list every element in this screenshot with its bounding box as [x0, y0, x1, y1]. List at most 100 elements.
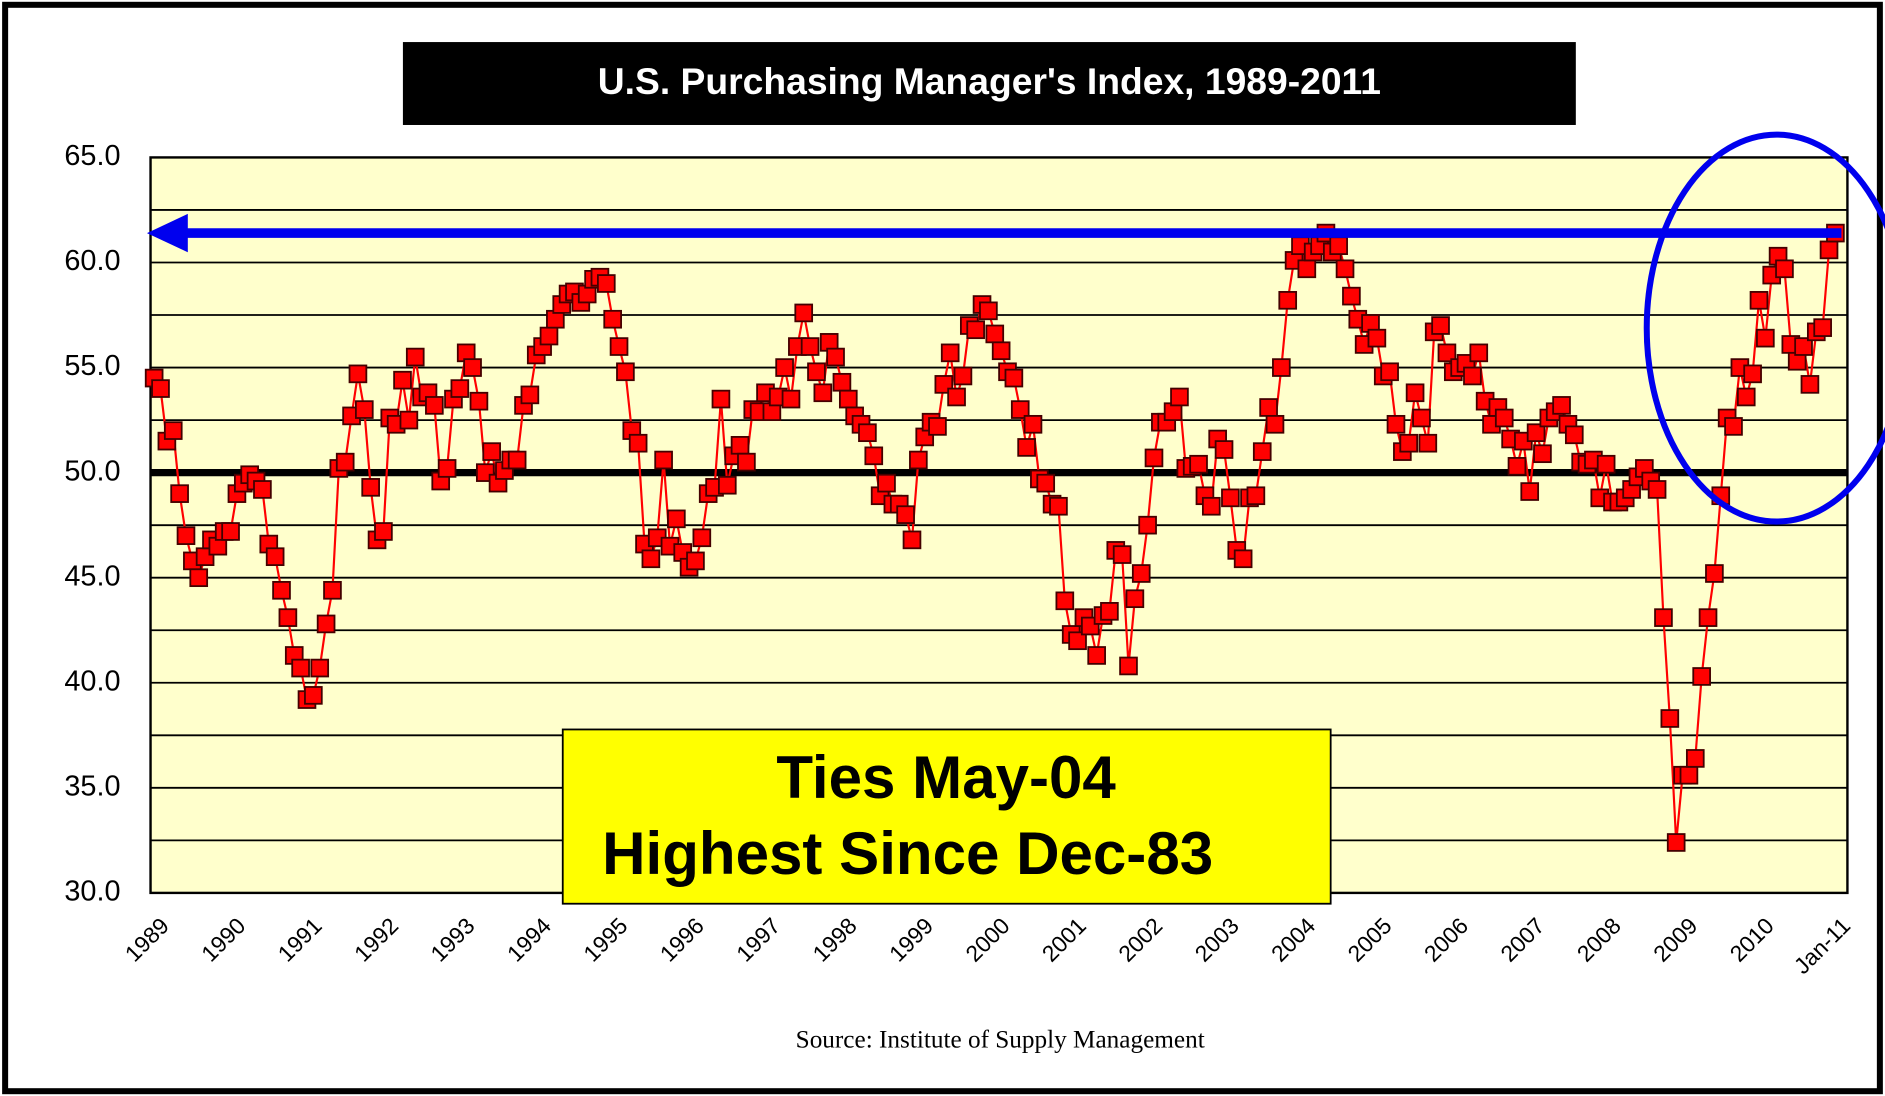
data-point — [864, 446, 884, 466]
data-point — [1399, 433, 1419, 453]
arrow-head — [146, 213, 188, 253]
data-point — [1756, 328, 1775, 348]
data-point — [838, 389, 858, 409]
y-tick-label: 45.0 — [64, 560, 120, 592]
data-point — [1743, 364, 1762, 384]
data-point — [1119, 656, 1138, 676]
data-point — [628, 433, 648, 453]
data-point — [1297, 259, 1317, 279]
data-point — [596, 274, 616, 293]
data-point — [520, 385, 540, 405]
data-point — [176, 526, 196, 545]
data-point — [1138, 515, 1157, 535]
data-point — [1775, 259, 1794, 279]
data-point — [953, 366, 973, 386]
data-point — [354, 400, 374, 419]
data-point — [1692, 667, 1711, 686]
data-point — [278, 608, 298, 627]
data-point — [686, 551, 705, 571]
y-tick-label: 35.0 — [64, 770, 120, 802]
data-point — [348, 364, 368, 384]
data-point — [858, 423, 877, 443]
annotation-box — [561, 728, 1332, 905]
data-point — [482, 442, 501, 461]
data-point — [807, 362, 826, 382]
data-point — [1819, 240, 1839, 260]
data-point — [374, 522, 393, 541]
data-point — [1189, 454, 1208, 474]
data-point — [1278, 291, 1298, 310]
data-point — [654, 450, 673, 470]
data-point — [1679, 765, 1699, 785]
data-point — [405, 347, 425, 367]
data-point — [399, 410, 419, 430]
data-point — [1335, 259, 1355, 279]
data-point — [603, 309, 622, 329]
data-point — [985, 324, 1005, 344]
overlay: Ties May-04 Highest Since Dec-83 — [146, 131, 1885, 905]
data-point — [393, 370, 412, 390]
data-point — [1794, 337, 1813, 356]
data-point — [1380, 362, 1399, 382]
data-point — [469, 391, 489, 411]
data-point — [737, 452, 756, 472]
data-point — [221, 522, 240, 541]
data-point — [800, 337, 820, 356]
data-point — [1201, 496, 1221, 516]
data-point — [826, 347, 845, 367]
data-point — [1036, 473, 1056, 493]
data-point — [1049, 496, 1068, 516]
data-point — [877, 473, 896, 493]
data-point — [1418, 433, 1438, 453]
data-point — [1131, 564, 1151, 583]
data-point — [1233, 549, 1253, 569]
data-point — [667, 509, 686, 529]
data-point — [1654, 608, 1673, 627]
y-tick-label: 55.0 — [64, 350, 120, 382]
title-box — [402, 42, 1576, 125]
data-point — [189, 568, 209, 588]
data-point — [979, 301, 998, 321]
data-point — [616, 362, 635, 382]
data-point — [692, 528, 712, 548]
data-point — [1685, 749, 1705, 768]
y-tick-label: 60.0 — [64, 245, 120, 277]
highlight-ellipse — [1643, 131, 1885, 525]
data-point — [463, 358, 482, 377]
data-point — [1100, 602, 1119, 621]
data-point — [641, 549, 661, 569]
data-point — [1437, 343, 1457, 363]
data-point — [437, 459, 457, 478]
data-point — [1055, 591, 1075, 611]
data-point — [291, 658, 310, 678]
y-tick-label: 30.0 — [64, 876, 120, 908]
marks — [144, 223, 1845, 852]
data-point — [1329, 236, 1348, 256]
data-point — [966, 320, 985, 340]
data-point — [991, 341, 1011, 361]
data-point — [1265, 414, 1285, 434]
data-point — [909, 450, 928, 470]
data-point — [1023, 414, 1043, 434]
data-point — [1112, 545, 1132, 564]
data-point — [1010, 400, 1030, 419]
data-point — [1431, 316, 1450, 335]
data-point — [1660, 709, 1680, 728]
data-point — [1705, 564, 1724, 583]
chart-title: U.S. Purchasing Manager's Index, 1989-20… — [598, 60, 1381, 102]
data-point — [1494, 408, 1514, 428]
data-point — [1068, 631, 1087, 651]
data-point — [1221, 488, 1240, 508]
data-point — [151, 379, 170, 398]
data-point — [253, 480, 272, 499]
data-point — [272, 580, 291, 600]
data-point — [940, 343, 960, 363]
data-point — [947, 387, 966, 407]
data-point — [717, 475, 737, 495]
data-point — [1272, 358, 1291, 377]
data-point — [1666, 833, 1686, 852]
data-point — [794, 303, 814, 323]
data-point — [1749, 291, 1769, 310]
data-point — [775, 358, 794, 377]
